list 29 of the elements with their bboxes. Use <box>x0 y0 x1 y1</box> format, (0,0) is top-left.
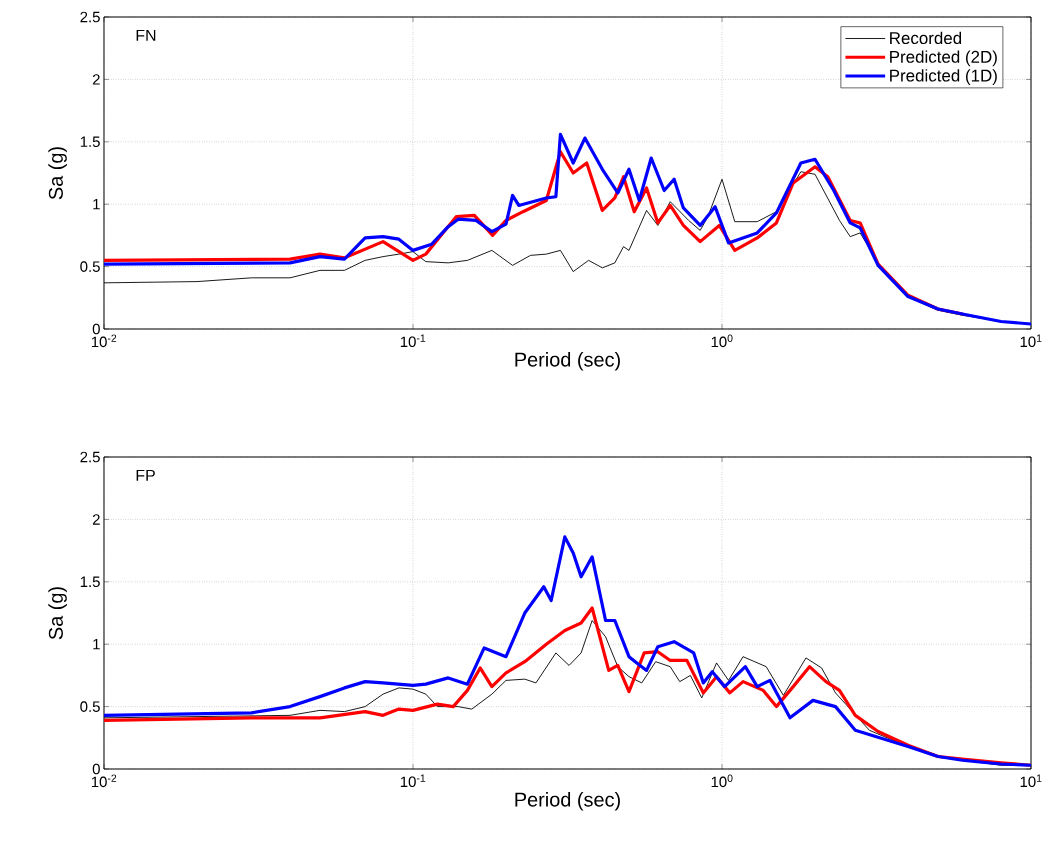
y-tick-label: 2 <box>92 74 100 85</box>
y-tick-label: 0 <box>92 763 100 775</box>
y-tick-label: 1.5 <box>80 576 100 588</box>
y-tick-label: 2.5 <box>80 451 100 463</box>
x-tick-label: 10$^{-1}$ <box>400 334 426 348</box>
y-tick-label: 1 <box>93 639 100 650</box>
y-axis-title: Sa (g) <box>48 587 67 640</box>
y-tick-label: 2 <box>92 514 100 525</box>
y-axis-title: Sa (g) <box>48 147 67 200</box>
x-tick-label: 10$^{1}$ <box>1020 774 1042 788</box>
y-tick-label: 0.5 <box>80 261 100 272</box>
x-tick-label: 10$^{-1}$ <box>400 774 426 788</box>
legend-label: Predicted (1D) <box>890 69 997 85</box>
y-tick-label: 0 <box>92 323 100 335</box>
x-axis-title: Period (sec) <box>515 792 620 811</box>
legend-label: Recorded <box>890 31 962 45</box>
x-tick-label: 10$^{1}$ <box>1020 334 1042 348</box>
annotation: FP <box>136 469 155 481</box>
y-tick-label: 2.5 <box>80 11 100 23</box>
y-tick-label: 1 <box>93 199 100 210</box>
x-tick-label: 10$^{0}$ <box>711 334 733 348</box>
x-tick-label: 10$^{-2}$ <box>91 334 117 348</box>
annotation: FN <box>136 29 156 41</box>
x-tick-label: 10$^{0}$ <box>711 774 733 788</box>
x-axis-title: Period (sec) <box>515 352 620 371</box>
legend-label: Predicted (2D) <box>890 50 997 67</box>
y-tick-label: 1.5 <box>80 136 100 148</box>
y-tick-label: 0.5 <box>80 701 100 712</box>
x-tick-label: 10$^{-2}$ <box>91 774 117 788</box>
